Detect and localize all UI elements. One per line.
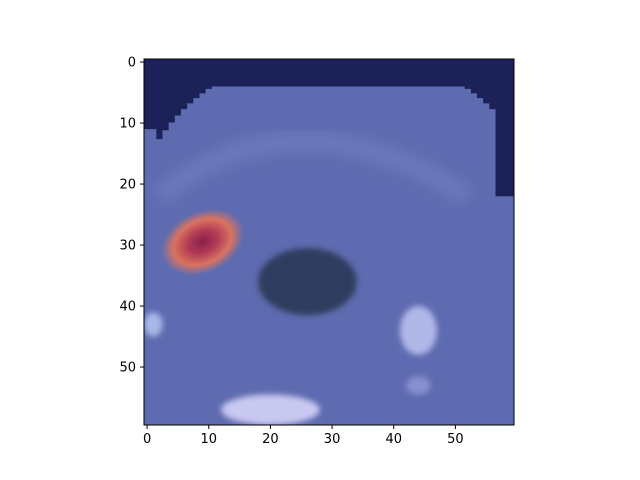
y-tick-label: 0 xyxy=(128,56,136,71)
x-tick-label: 10 xyxy=(200,432,217,447)
plot-frame xyxy=(143,58,515,426)
hotspot-region xyxy=(161,208,244,276)
tissue-band xyxy=(152,130,474,206)
y-tick-label: 50 xyxy=(119,361,136,376)
x-tick-label: 50 xyxy=(447,432,464,447)
x-axis: 0 10 20 30 40 50 xyxy=(143,425,464,447)
bright-spot xyxy=(221,394,320,425)
bright-spot xyxy=(406,376,431,395)
dark-region xyxy=(258,248,357,316)
y-tick-label: 20 xyxy=(119,178,136,193)
y-tick-label: 10 xyxy=(119,117,136,132)
x-tick-label: 20 xyxy=(262,432,279,447)
y-tick-label: 30 xyxy=(119,239,136,254)
bright-spot xyxy=(144,312,163,337)
x-tick-label: 0 xyxy=(143,432,151,447)
y-tick-label: 40 xyxy=(119,300,136,315)
y-axis: 0 10 20 30 40 50 xyxy=(119,56,144,376)
x-tick-label: 40 xyxy=(385,432,402,447)
x-tick-label: 30 xyxy=(324,432,341,447)
bright-spot xyxy=(399,306,437,355)
heatmap-image xyxy=(144,59,514,425)
